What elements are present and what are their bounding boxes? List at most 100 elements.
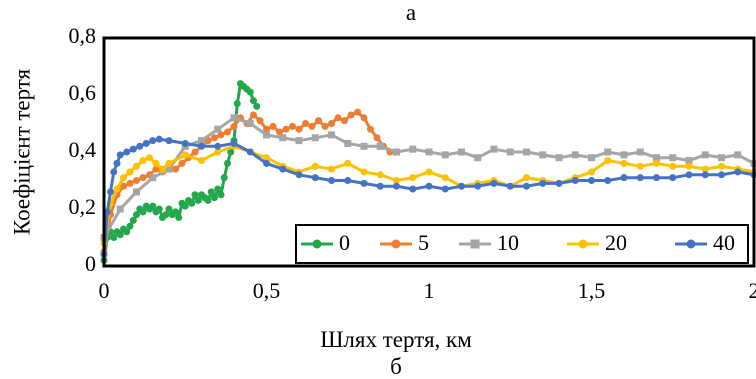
data-point — [159, 165, 166, 173]
data-point — [571, 151, 579, 159]
data-point — [441, 151, 449, 159]
data-point — [701, 165, 709, 173]
data-point — [653, 154, 660, 162]
data-point — [211, 194, 218, 202]
data-point — [393, 177, 400, 184]
data-point — [214, 148, 222, 156]
legend-item-40: 40 — [675, 230, 735, 255]
data-point — [139, 174, 147, 182]
data-point — [224, 128, 231, 136]
data-point — [295, 171, 303, 179]
data-point — [250, 97, 257, 105]
data-point — [604, 157, 612, 165]
data-point — [620, 151, 628, 159]
x-tick-label: 1 — [424, 278, 435, 303]
data-point — [344, 139, 352, 147]
data-point — [110, 168, 118, 176]
data-point — [178, 159, 186, 167]
legend-label: 10 — [497, 230, 519, 255]
data-point — [571, 177, 579, 184]
data-point — [393, 148, 400, 156]
data-point — [360, 114, 368, 122]
data-point — [701, 171, 709, 179]
y-tick-label: 0,6 — [69, 80, 97, 105]
data-point — [204, 196, 212, 204]
data-point — [376, 182, 384, 190]
data-point — [172, 165, 179, 173]
data-point — [311, 174, 319, 182]
data-point — [126, 179, 134, 187]
data-point — [133, 162, 140, 170]
data-point — [279, 134, 287, 142]
x-tick-label: 0,5 — [253, 278, 281, 303]
data-point — [328, 165, 335, 173]
data-point — [224, 159, 231, 167]
data-point — [198, 137, 205, 145]
data-point — [360, 142, 368, 150]
data-point — [311, 134, 319, 142]
data-point — [214, 185, 222, 193]
legend-marker — [391, 239, 401, 249]
data-point — [207, 188, 215, 196]
y-axis-tick-labels: 0 0,2 0,4 0,6 0,8 — [69, 23, 97, 276]
data-point — [181, 139, 189, 147]
data-point — [188, 199, 196, 207]
data-point — [620, 174, 628, 182]
data-point — [441, 174, 449, 182]
chart-caption: б — [390, 354, 402, 379]
data-point — [669, 154, 677, 162]
data-point — [214, 125, 222, 133]
data-point — [155, 135, 163, 143]
data-point — [555, 179, 563, 187]
data-point — [129, 145, 137, 153]
data-point — [360, 179, 368, 187]
data-point — [474, 182, 482, 190]
data-point — [120, 182, 127, 190]
legend-label: 0 — [339, 230, 350, 255]
data-point — [211, 134, 218, 142]
data-point — [441, 185, 449, 193]
y-tick-label: 0,4 — [69, 137, 97, 162]
data-point — [367, 125, 374, 133]
data-point — [523, 182, 530, 190]
data-point — [588, 177, 595, 184]
data-point — [246, 120, 254, 127]
data-point — [636, 174, 644, 182]
data-point — [146, 154, 153, 162]
x-tick-label: 0 — [99, 278, 110, 303]
x-tick-label: 1,5 — [578, 278, 606, 303]
data-point — [539, 179, 547, 187]
data-point — [220, 174, 228, 182]
data-point — [588, 168, 595, 176]
data-point — [133, 211, 140, 219]
data-point — [653, 174, 660, 182]
data-point — [373, 134, 381, 142]
data-point — [253, 102, 261, 110]
data-point — [136, 142, 144, 150]
data-point — [425, 148, 433, 156]
data-point — [555, 154, 563, 162]
data-point — [295, 125, 303, 133]
legend-marker — [686, 239, 696, 249]
data-point — [308, 122, 316, 130]
data-point — [523, 148, 530, 156]
data-point — [263, 131, 270, 139]
data-point — [191, 191, 199, 199]
data-point — [263, 159, 270, 167]
data-point — [409, 185, 417, 193]
data-point — [263, 154, 270, 162]
data-point — [734, 168, 742, 176]
data-point — [129, 216, 137, 224]
data-point — [360, 168, 368, 176]
x-tick-label: 2 — [749, 278, 756, 303]
data-point — [523, 174, 530, 182]
legend-label: 20 — [605, 230, 627, 255]
data-point — [328, 120, 335, 127]
data-point — [139, 208, 147, 216]
legend-item-10: 10 — [459, 230, 519, 255]
data-point — [328, 177, 335, 184]
data-point — [191, 148, 199, 156]
data-point — [217, 191, 225, 199]
data-point — [376, 171, 384, 179]
data-point — [490, 179, 498, 187]
